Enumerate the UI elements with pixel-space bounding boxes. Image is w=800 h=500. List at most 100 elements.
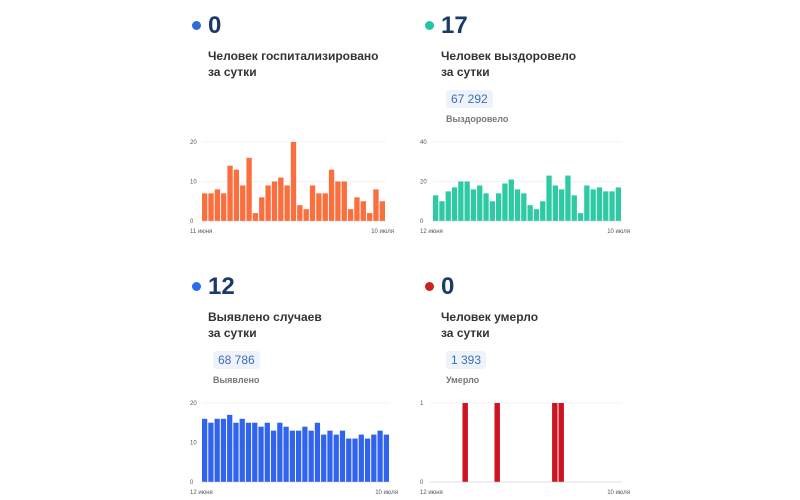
detected-bar (346, 438, 352, 482)
hospitalized-bar (284, 185, 290, 221)
hospitalized-dot-icon (192, 21, 201, 30)
recovered-desc-line1: Человек выздоровело (441, 49, 577, 63)
recovered-bar (451, 187, 458, 221)
hospitalized-bar (227, 165, 233, 221)
recovered-bar (489, 201, 495, 221)
deaths-desc-line1: Человек умерло (441, 310, 539, 324)
detected-bar (321, 434, 327, 482)
recovered-bar (596, 187, 603, 221)
hospitalized-bar (290, 142, 297, 221)
recovered-bar (508, 179, 514, 221)
recovered-desc-line2: за сутки (441, 65, 490, 79)
hospitalized-bar (252, 213, 259, 221)
detected-bar (314, 422, 321, 482)
recovered-bar (502, 183, 508, 221)
detected-bar (214, 418, 220, 482)
recovered-bar (609, 191, 615, 221)
detected-bar (302, 426, 308, 482)
detected-bar (289, 430, 295, 482)
detected-bar (296, 430, 302, 482)
recovered-chart: 0 20 40 12 июня 10 июля (420, 140, 630, 235)
hospitalized-bar (233, 169, 240, 221)
hospitalized-bar (202, 193, 208, 221)
detected-bar (245, 422, 252, 482)
recovered-bar (577, 213, 584, 221)
recovered-bar (496, 193, 502, 221)
hospitalized-desc-line1: Человек госпитализировано (208, 49, 379, 63)
detected-bar (277, 422, 283, 482)
detected-bar (383, 434, 389, 482)
detected-ytick-label: 0 (190, 480, 194, 486)
hospitalized-bar (297, 205, 303, 221)
hospitalized-xtick-start: 11 июня (190, 229, 212, 235)
detected-bar (371, 434, 377, 482)
recovered-ytick-label: 40 (420, 140, 427, 146)
detected-bar (364, 438, 371, 482)
hospitalized-ytick-label: 10 (190, 180, 197, 186)
detected-value: 12 (208, 273, 235, 300)
hospitalized-chart: 0 10 20 11 июня 10 июля (190, 140, 394, 235)
hospitalized-bar (309, 185, 316, 221)
recovered-bar (527, 205, 533, 221)
recovered-value: 17 (441, 12, 468, 39)
recovered-bar (571, 195, 577, 221)
recovered-bar (559, 189, 565, 221)
hospitalized-ytick-label: 20 (190, 140, 197, 146)
recovered-dot-icon (425, 21, 434, 30)
deaths-ytick-label: 1 (420, 401, 424, 407)
recovered-bar (552, 185, 558, 221)
detected-bar (220, 418, 227, 482)
detected-ytick-label: 10 (190, 441, 197, 447)
hospitalized-bar (246, 157, 252, 221)
hospitalized-bar (379, 201, 385, 221)
detected-bar (208, 422, 214, 482)
recovered-bar (565, 175, 571, 221)
deaths-bar (558, 403, 564, 482)
deaths-total-label: Умерло (446, 375, 480, 385)
hospitalized-bar (322, 193, 328, 221)
hospitalized-bar (240, 185, 246, 221)
detected-bar (202, 418, 208, 482)
recovered-bar (590, 189, 596, 221)
hospitalized-bar (335, 181, 341, 221)
detected-card: 12 Выявлено случаев за сутки 68 786 Выяв… (190, 273, 420, 498)
detected-bar (233, 422, 239, 482)
deaths-xtick-start: 12 июня (420, 490, 443, 496)
recovered-ytick-label: 20 (420, 180, 427, 186)
detected-ytick-label: 20 (190, 401, 197, 407)
detected-bar (264, 422, 270, 482)
hospitalized-bar (328, 169, 335, 221)
recovered-total: 67 292 (446, 90, 493, 108)
recovered-bar (477, 185, 483, 221)
recovered-bar (458, 181, 464, 221)
detected-bar (333, 434, 339, 482)
detected-xtick-end: 10 июля (375, 490, 398, 496)
detected-chart: 0 10 20 12 июня 10 июля (190, 401, 398, 496)
recovered-bar (584, 185, 590, 221)
recovered-bar (514, 189, 521, 221)
recovered-description: Человек выздоровело за сутки (441, 48, 576, 80)
deaths-bar (494, 403, 500, 482)
recovered-bar (540, 201, 546, 221)
deaths-dot-icon (425, 282, 434, 291)
detected-total: 68 786 (213, 351, 260, 369)
hospitalized-ytick-label: 0 (190, 219, 194, 225)
recovered-xtick-end: 10 июля (607, 229, 630, 235)
deaths-xtick-end: 10 июля (607, 490, 630, 496)
hospitalized-bar (354, 197, 360, 221)
detected-bar (358, 434, 364, 482)
recovered-bar (546, 175, 552, 221)
hospitalized-description: Человек госпитализировано за сутки (208, 48, 378, 80)
hospitalized-bar (208, 193, 214, 221)
detected-bar (352, 438, 358, 482)
hospitalized-bar (221, 193, 227, 221)
hospitalized-desc-line2: за сутки (208, 65, 257, 79)
detected-description: Выявлено случаев за сутки (208, 309, 322, 341)
detected-desc-line2: за сутки (208, 326, 257, 340)
deaths-description: Человек умерло за сутки (441, 309, 538, 341)
recovered-total-label: Выздоровело (446, 114, 509, 124)
deaths-total: 1 393 (446, 351, 487, 369)
recovered-bar (445, 191, 451, 221)
detected-bar (339, 430, 346, 482)
hospitalized-card: 0 Человек госпитализировано за сутки (190, 12, 420, 242)
